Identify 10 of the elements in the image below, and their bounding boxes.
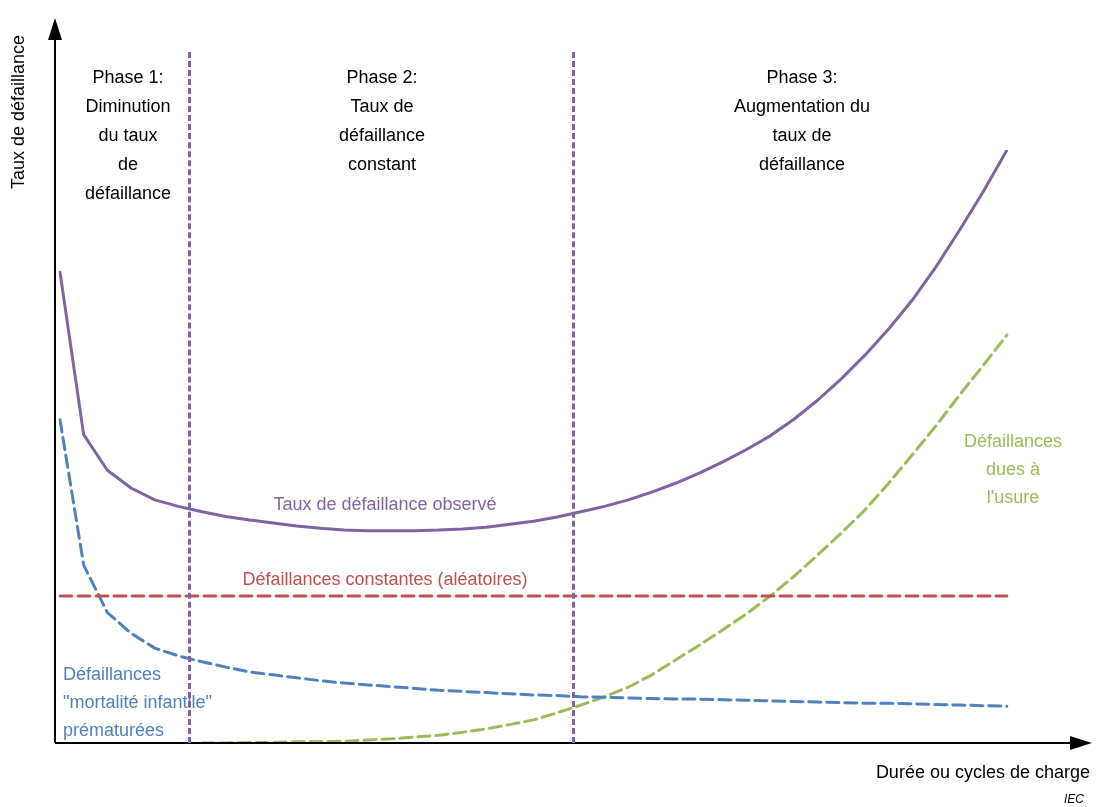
annotation: Phase 2: Taux de défaillance constant (338, 67, 426, 174)
annotation: Phase 3: Augmentation du taux de défaillance (733, 67, 871, 174)
annotation: Phase 1: Diminution du taux de défaillance (84, 67, 172, 203)
text: IEC (1063, 792, 1085, 806)
y-axis-title: Taux de défaillance (8, 34, 28, 190)
series-label: Défaillances dues à l'usure (963, 431, 1063, 507)
series-label: Défaillances "mortalité infantile" prématurées (63, 664, 212, 740)
series-label: Taux de défaillance observé (273, 494, 497, 514)
series-label: Défaillances constantes (aléatoires) (242, 569, 528, 589)
x-axis-title: Durée ou cycles de charge (875, 762, 1090, 782)
